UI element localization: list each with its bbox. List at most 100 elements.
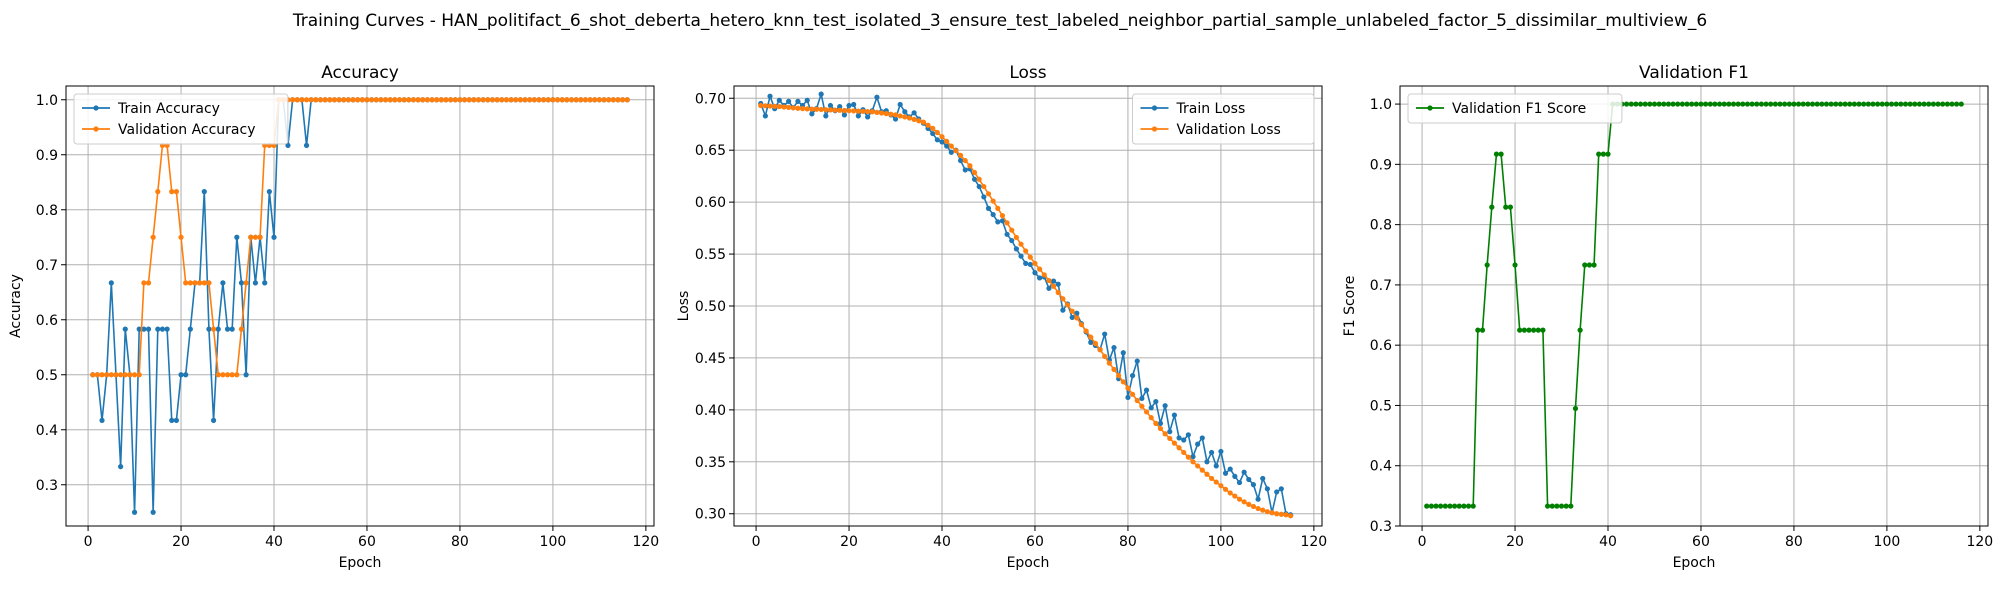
validation-f1-score-point	[1428, 503, 1434, 509]
train-loss-point	[1102, 331, 1108, 337]
validation-f1-score-point	[1944, 101, 1950, 107]
train-accuracy-point	[271, 234, 277, 240]
validation-f1-score-point	[1884, 101, 1890, 107]
validation-f1-score-point	[1600, 151, 1606, 157]
validation-f1-score-point	[1749, 101, 1755, 107]
validation-f1-score-point	[1805, 101, 1811, 107]
train-loss-point	[934, 137, 940, 143]
validation-f1-score-point	[1768, 101, 1774, 107]
train-accuracy-point	[234, 234, 240, 240]
train-loss-point	[1199, 435, 1205, 441]
validation-f1-score-point	[1442, 503, 1448, 509]
train-accuracy-point	[155, 326, 161, 332]
validation-loss-point	[1097, 347, 1103, 353]
x-tick-label: 40	[933, 534, 951, 550]
validation-loss-point	[995, 205, 1001, 211]
validation-accuracy-point	[559, 97, 565, 103]
train-accuracy-point	[150, 509, 156, 515]
validation-loss-point	[1111, 366, 1117, 372]
train-loss-point	[1176, 435, 1182, 441]
validation-accuracy-point	[90, 372, 96, 378]
validation-loss-point	[1143, 409, 1150, 415]
validation-f1-score-point	[1916, 101, 1923, 107]
validation-accuracy-point	[210, 326, 217, 332]
validation-loss-point	[1269, 510, 1275, 516]
validation-accuracy-point	[568, 97, 575, 103]
validation-accuracy-point	[448, 97, 454, 103]
validation-loss-point	[925, 122, 931, 128]
validation-loss-point	[762, 103, 768, 109]
validation-loss-point	[790, 105, 796, 111]
validation-loss-point	[1213, 479, 1219, 485]
validation-loss-point	[1032, 260, 1038, 267]
validation-accuracy-legend-label: Validation Accuracy	[118, 122, 256, 138]
legend-box	[1132, 93, 1315, 145]
validation-loss-point	[776, 103, 782, 110]
validation-accuracy-point	[303, 97, 310, 103]
validation-f1-score-point	[1568, 503, 1574, 509]
validation-f1-score-point	[1475, 327, 1481, 333]
y-tick-label: 0.6	[36, 313, 58, 329]
validation-accuracy-point	[620, 97, 626, 103]
train-loss-point	[990, 211, 996, 218]
validation-loss-point	[1078, 322, 1085, 328]
train-accuracy-point	[118, 464, 124, 470]
train-loss-point	[1153, 398, 1159, 405]
validation-loss-point	[1209, 475, 1215, 482]
validation-accuracy-point	[466, 97, 472, 103]
train-loss-point	[851, 101, 857, 108]
validation-f1-panel: 0 20 40 60 80 100 120 0.3 0.4 0.5 0.6 0.7 0.8 0.9 1.0 V…	[1342, 63, 1993, 571]
validation-f1-score-point	[1898, 101, 1904, 107]
train-accuracy-point	[229, 326, 235, 332]
validation-f1-score-point	[1503, 204, 1509, 210]
validation-f1-score-point	[1456, 503, 1462, 509]
train-loss-point	[1195, 441, 1201, 447]
validation-accuracy-point	[615, 97, 621, 103]
train-accuracy-point	[252, 280, 259, 286]
train-loss-point	[1167, 429, 1173, 435]
validation-f1-score-point	[1452, 503, 1458, 509]
y-tick-label: 0.9	[36, 148, 58, 164]
validation-loss-point	[869, 109, 875, 115]
x-tick-label: 0	[752, 534, 761, 550]
train-loss-point	[962, 167, 968, 173]
train-loss-point	[804, 97, 810, 103]
validation-accuracy-point	[554, 97, 561, 103]
validation-accuracy-point	[401, 97, 407, 103]
train-loss-point	[1213, 463, 1219, 469]
validation-loss-point	[906, 115, 913, 121]
validation-loss-point	[1069, 308, 1075, 314]
validation-loss-point	[1278, 511, 1284, 517]
validation-accuracy-point	[183, 280, 189, 286]
validation-f1-score-point	[1786, 101, 1792, 107]
x-tick-label: 0	[1418, 534, 1427, 550]
validation-f1-score-point	[1851, 101, 1857, 107]
validation-accuracy-point	[410, 97, 417, 103]
validation-loss-point	[1074, 315, 1080, 321]
validation-loss-point	[804, 106, 810, 112]
validation-f1-score-point	[1828, 101, 1834, 107]
validation-f1-score-point	[1633, 101, 1639, 107]
validation-loss-point	[1027, 254, 1033, 260]
validation-accuracy-point	[127, 372, 133, 378]
y-tick-label: 0.50	[695, 299, 726, 315]
validation-accuracy-legend-marker	[93, 126, 99, 132]
validation-f1-score-point	[1842, 101, 1848, 107]
train-loss-point	[1260, 475, 1266, 482]
x-tick-label: 60	[1692, 534, 1710, 550]
legend-box	[1407, 93, 1623, 124]
validation-accuracy-point	[331, 97, 338, 103]
train-accuracy-point	[178, 372, 184, 378]
validation-loss-point	[930, 125, 936, 131]
validation-f1-score-point	[1698, 101, 1704, 107]
y-tick-label: 0.3	[36, 478, 58, 494]
validation-accuracy-point	[373, 97, 379, 103]
train-accuracy-point	[266, 189, 272, 195]
y-tick-label: 1.0	[1370, 97, 1392, 113]
validation-accuracy-point	[229, 372, 235, 378]
validation-accuracy-point	[392, 97, 398, 103]
train-loss-point	[1241, 469, 1247, 475]
y-tick-label: 0.7	[36, 258, 58, 274]
train-loss-point	[865, 114, 871, 120]
validation-loss-point	[1102, 353, 1108, 359]
